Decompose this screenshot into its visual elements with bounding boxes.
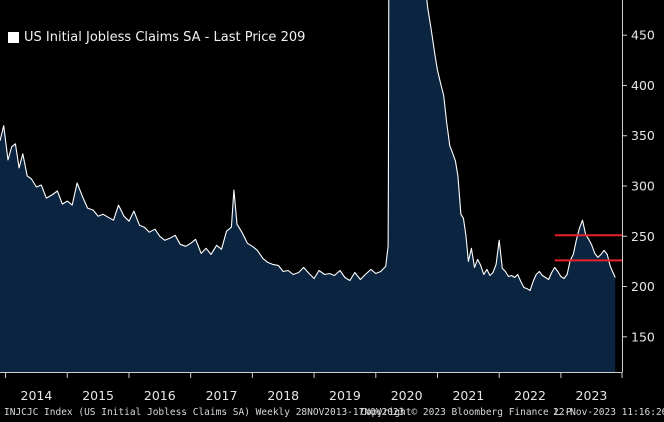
jobless-claims-chart: 150 200 250 300 350 400 450 2014 2015 2016 2017 20… [0, 0, 655, 403]
series-line [0, 0, 616, 292]
chart-legend: US Initial Jobless Claims SA - Last Pric… [8, 30, 305, 45]
y-tick-label-150: 150 [631, 329, 655, 344]
series-area [0, 0, 616, 372]
x-tick-label-2023: 2023 [576, 388, 608, 403]
y-tick-label-200: 200 [631, 279, 655, 294]
y-tick-label-450: 450 [631, 28, 655, 43]
footer-security-description: INJCJC Index (US Initial Jobless Claims … [4, 407, 405, 418]
x-tick-label-2014: 2014 [21, 388, 53, 403]
footer-timestamp: 22-Nov-2023 11:16:26 [553, 407, 664, 418]
y-tick-label-350: 350 [631, 128, 655, 143]
x-tick-label-2022: 2022 [514, 388, 546, 403]
y-tick-label-400: 400 [631, 78, 655, 93]
footer-copyright: Copyright© 2023 Bloomberg Finance L.P. [360, 407, 578, 418]
x-tick-label-2015: 2015 [82, 388, 114, 403]
x-tick-label-2021: 2021 [452, 388, 484, 403]
y-tick-label-300: 300 [631, 179, 655, 194]
y-tick-label-250: 250 [631, 229, 655, 244]
legend-swatch [8, 32, 19, 43]
x-tick-label-2019: 2019 [329, 388, 361, 403]
x-tick-label-2018: 2018 [267, 388, 299, 403]
legend-label: US Initial Jobless Claims SA - Last Pric… [24, 30, 306, 45]
footer-bar: INJCJC Index (US Initial Jobless Claims … [0, 404, 664, 422]
x-tick-label-2016: 2016 [144, 388, 176, 403]
x-tick-label-2020: 2020 [391, 388, 423, 403]
x-tick-label-2017: 2017 [206, 388, 238, 403]
